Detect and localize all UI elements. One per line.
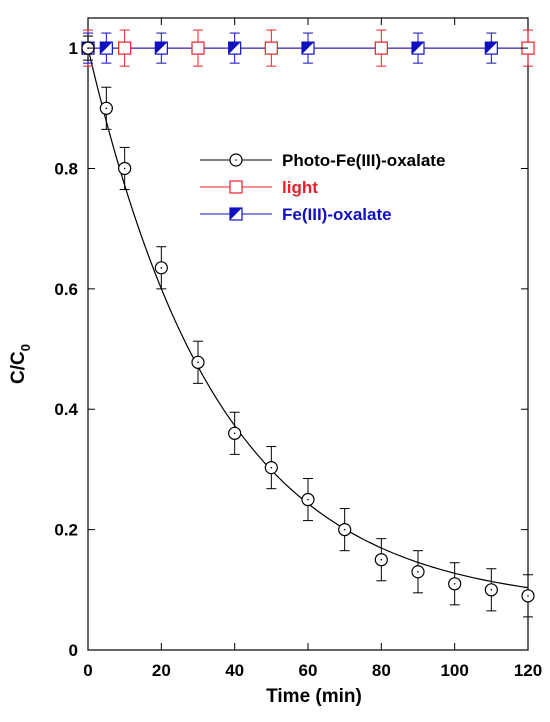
marker-center-dot xyxy=(233,432,236,435)
svg-text:C/C0: C/C0 xyxy=(8,344,33,384)
marker-center-dot xyxy=(160,266,163,269)
data-point xyxy=(264,41,278,55)
data-point xyxy=(448,577,462,591)
data-point xyxy=(228,426,242,440)
data-point xyxy=(521,589,535,603)
data-point xyxy=(228,41,242,55)
marker-square xyxy=(118,41,132,55)
marker-square xyxy=(191,41,205,55)
data-point xyxy=(411,565,425,579)
marker-square xyxy=(229,180,243,194)
marker-center-dot xyxy=(270,466,273,469)
marker-center-dot xyxy=(490,589,493,591)
data-point xyxy=(99,41,113,55)
y-tick-label: 1 xyxy=(69,39,78,58)
x-tick-label: 0 xyxy=(83,661,92,680)
marker-center-dot xyxy=(123,167,126,170)
data-point xyxy=(374,41,388,55)
marker-square xyxy=(264,41,278,55)
marker-half-fill xyxy=(100,42,113,55)
y-tick-label: 0 xyxy=(69,641,78,660)
data-point xyxy=(118,41,132,55)
marker-center-dot xyxy=(197,361,199,364)
marker-half-fill xyxy=(485,42,498,55)
y-tick-label: 0.8 xyxy=(54,159,78,178)
marker-center-dot xyxy=(235,159,237,161)
data-point xyxy=(118,161,132,176)
marker-half-fill xyxy=(412,42,424,55)
data-point xyxy=(191,41,205,55)
x-tick-label: 40 xyxy=(225,661,244,680)
y-axis-title-subscript: 0 xyxy=(18,344,33,351)
x-tick-label: 100 xyxy=(440,661,468,680)
marker-half-fill xyxy=(155,42,168,55)
data-point xyxy=(301,492,315,507)
y-tick-label: 0.2 xyxy=(54,521,78,540)
marker-center-dot xyxy=(417,570,419,573)
x-tick-label: 80 xyxy=(372,661,391,680)
marker-center-dot xyxy=(380,558,383,561)
legend-marker xyxy=(229,153,243,167)
data-point xyxy=(99,101,113,115)
legend-label: Photo-Fe(III)-oxalate xyxy=(282,151,445,170)
y-axis-title: C/C xyxy=(8,351,29,384)
data-point xyxy=(191,355,205,369)
x-axis-title: Time (min) xyxy=(266,686,362,707)
data-point xyxy=(411,41,425,55)
marker-center-dot xyxy=(307,498,309,501)
x-tick-label: 60 xyxy=(299,661,318,680)
legend-marker xyxy=(229,207,243,221)
y-axis-title-group: C/C0 xyxy=(8,344,33,384)
data-point xyxy=(154,41,168,55)
data-point xyxy=(338,523,352,537)
legend-label: light xyxy=(282,178,318,197)
x-tick-label: 20 xyxy=(152,661,171,680)
marker-center-dot xyxy=(453,582,456,585)
data-point xyxy=(264,461,278,475)
marker-half-fill xyxy=(302,42,314,55)
data-point xyxy=(374,553,388,567)
y-tick-label: 0.4 xyxy=(54,400,78,419)
marker-square xyxy=(374,41,388,55)
legend-label: Fe(III)-oxalate xyxy=(282,205,392,224)
x-tick-label: 120 xyxy=(514,661,542,680)
marker-half-fill xyxy=(228,42,241,55)
data-point xyxy=(154,261,168,275)
y-tick-label: 0.6 xyxy=(54,280,78,299)
legend-marker xyxy=(229,180,243,194)
marker-half-fill xyxy=(230,208,242,220)
data-point xyxy=(301,41,315,55)
marker-center-dot xyxy=(105,107,108,110)
data-point xyxy=(484,583,498,597)
plot-frame xyxy=(87,17,529,651)
data-point xyxy=(484,41,498,55)
marker-center-dot xyxy=(343,528,346,531)
marker-center-dot xyxy=(527,595,529,597)
